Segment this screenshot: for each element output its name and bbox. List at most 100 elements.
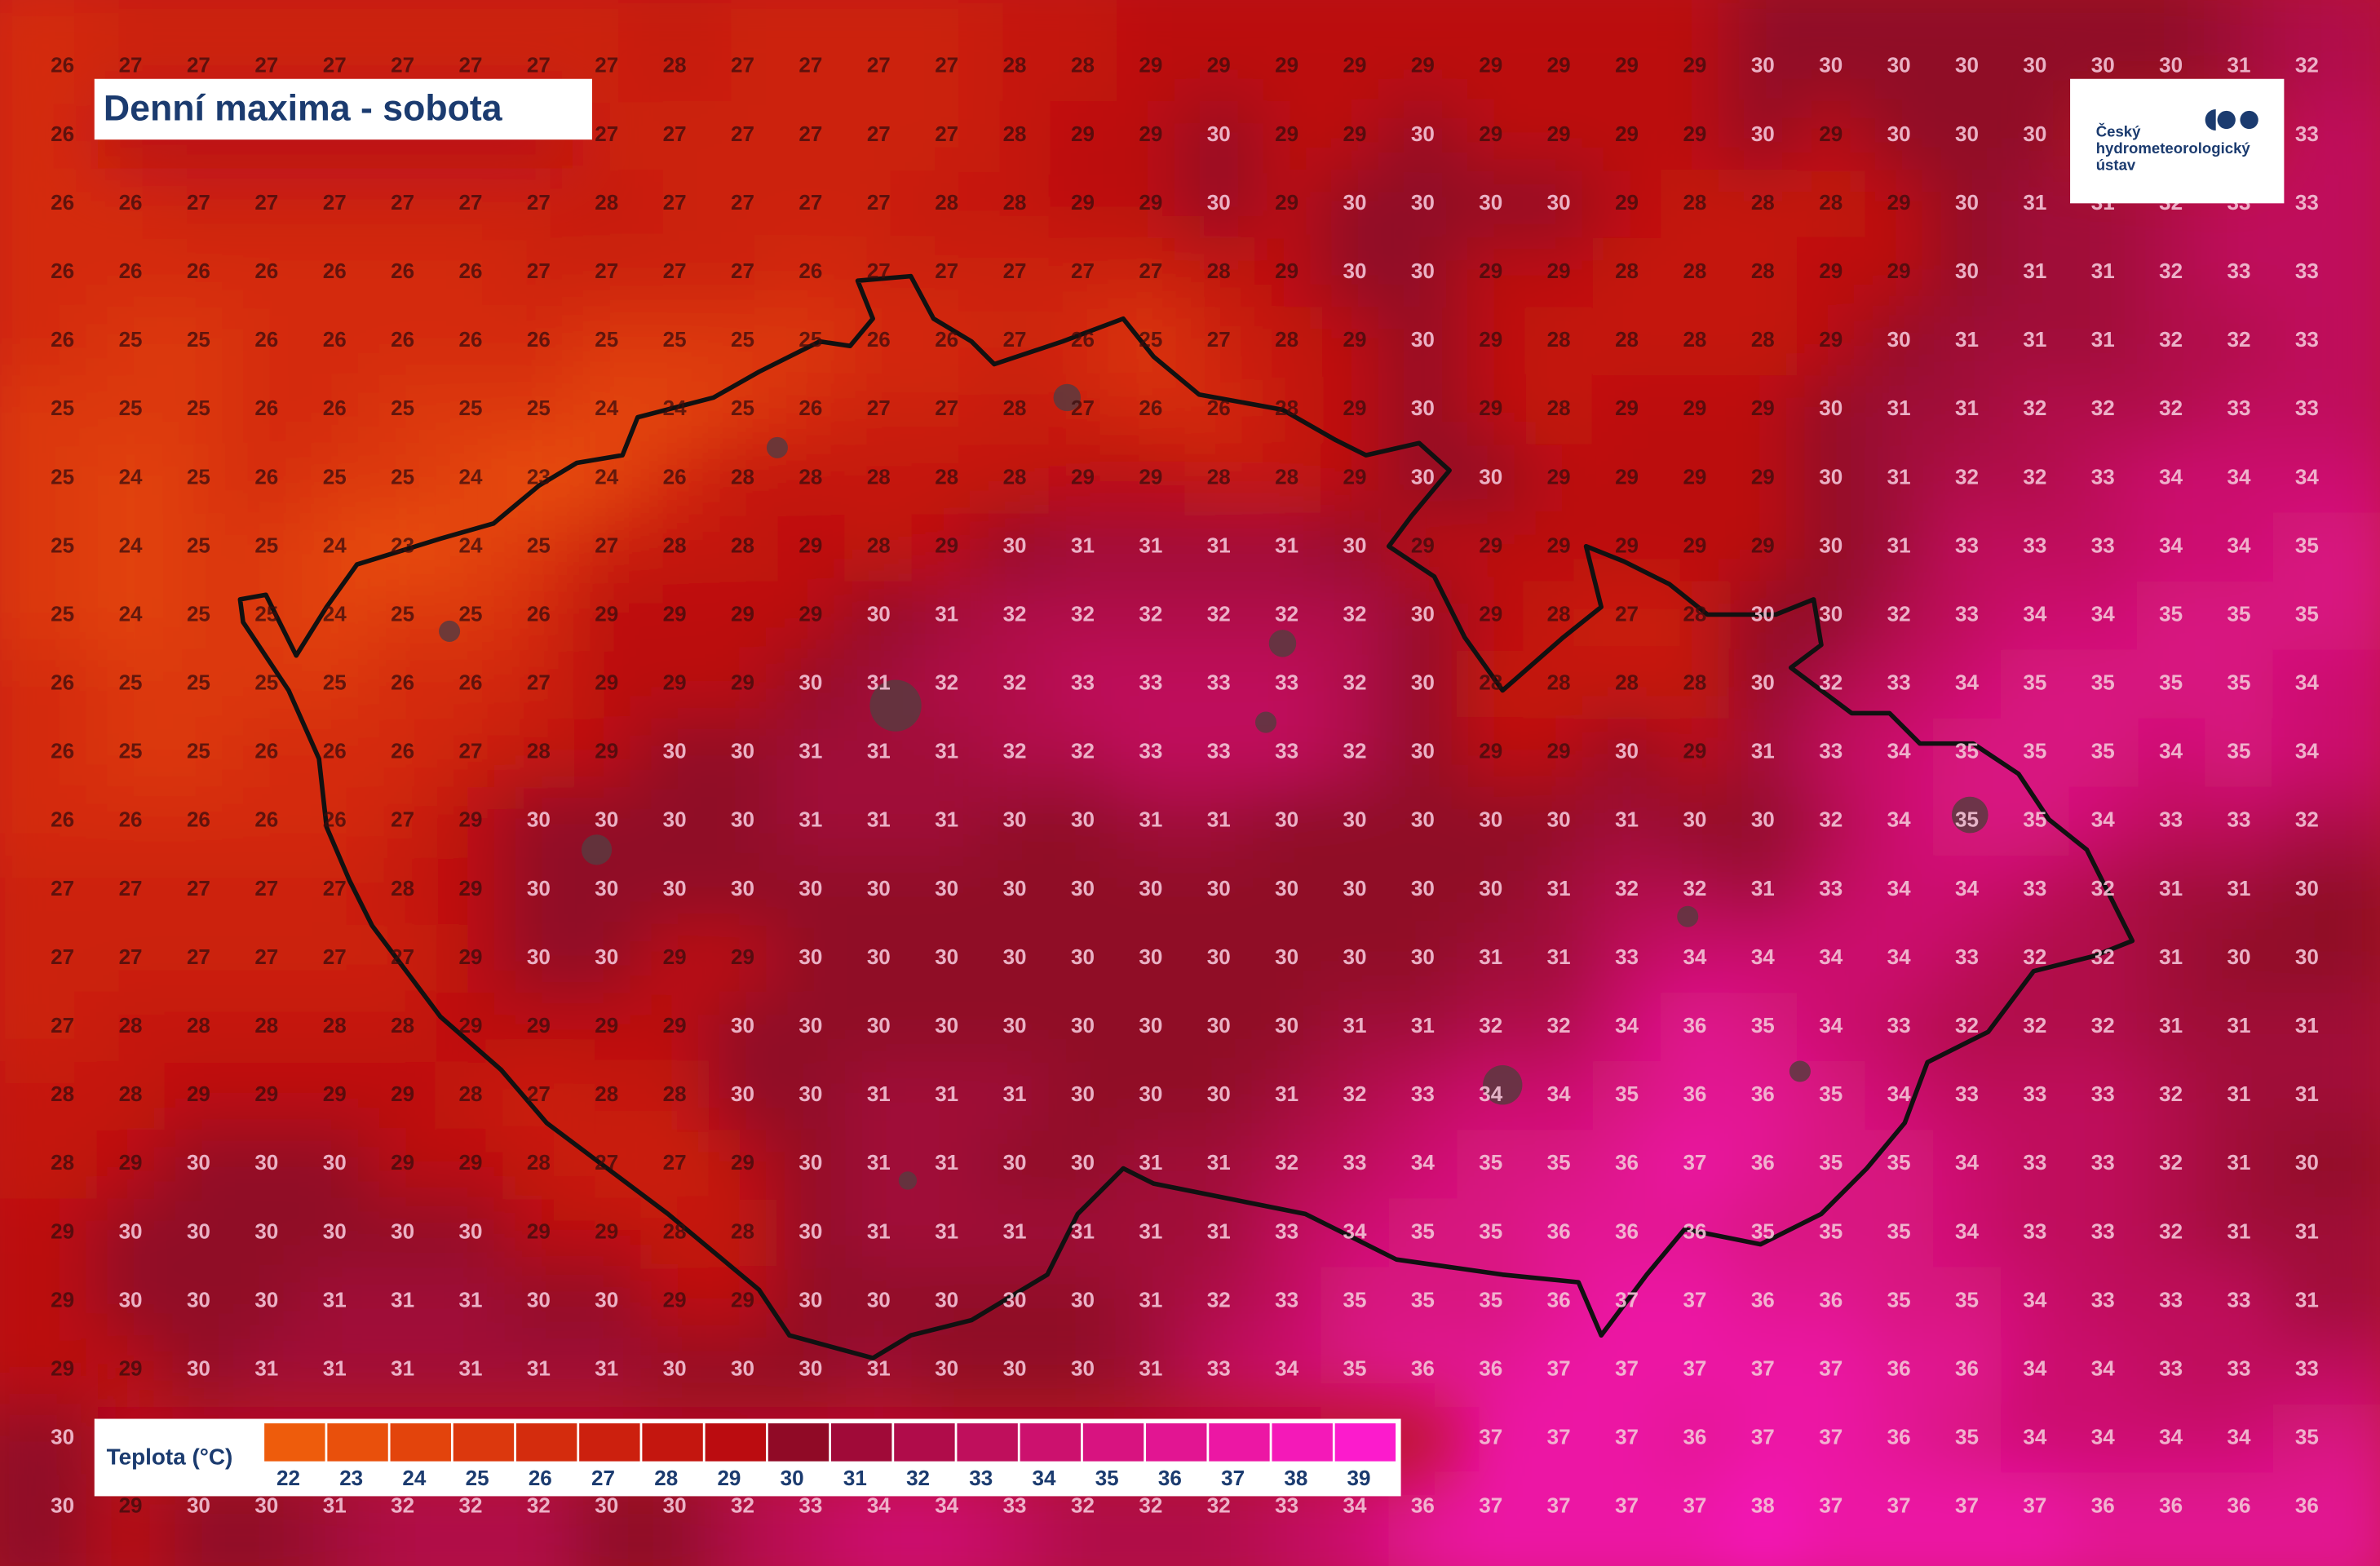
grid-value: 27 — [731, 122, 754, 146]
heat-cell — [573, 238, 643, 309]
grid-value: 27 — [867, 190, 891, 215]
grid-value: 34 — [2091, 1425, 2115, 1449]
grid-value: 28 — [663, 1219, 687, 1243]
heat-cell — [1388, 238, 1458, 309]
grid-value: 34 — [1683, 944, 1706, 969]
heat-cell — [1932, 0, 2003, 103]
grid-value: 33 — [2159, 1356, 2183, 1381]
grid-value: 32 — [2295, 807, 2319, 832]
heat-cell — [2205, 718, 2275, 789]
heat-cell — [844, 100, 914, 171]
heat-cell — [1252, 924, 1323, 994]
grid-value: 30 — [391, 1219, 414, 1243]
legend-label: 25 — [466, 1466, 489, 1490]
heat-cell — [573, 924, 643, 994]
heat-cell — [1797, 649, 1867, 720]
heat-cell — [1457, 1267, 1527, 1338]
grid-value: 35 — [2159, 670, 2183, 695]
legend-title: Teplota (°C) — [107, 1444, 233, 1469]
heat-cell — [1524, 1472, 1595, 1566]
grid-value: 30 — [1819, 601, 1843, 626]
heat-cell — [436, 855, 507, 926]
grid-value: 33 — [1955, 533, 1979, 557]
heat-cell — [2272, 1335, 2380, 1406]
heat-cell — [640, 307, 710, 378]
heat-cell — [708, 170, 779, 240]
grid-value: 33 — [1139, 670, 1162, 695]
heat-cell — [1117, 1335, 1187, 1406]
heat-cell — [1932, 375, 2003, 446]
grid-value: 26 — [51, 190, 74, 215]
heat-cell — [1592, 855, 1663, 926]
grid-value: 31 — [2295, 1287, 2319, 1312]
grid-value: 34 — [1275, 1356, 1298, 1381]
grid-value: 27 — [527, 53, 551, 77]
heat-cell — [1184, 100, 1254, 171]
heat-cell — [1592, 375, 1663, 446]
heat-cell — [1932, 1335, 2003, 1406]
grid-value: 30 — [1751, 601, 1775, 626]
heat-cell — [1797, 100, 1867, 171]
grid-value: 25 — [187, 739, 210, 763]
heat-cell — [436, 1267, 507, 1338]
heat-cell — [2272, 100, 2380, 171]
grid-value: 30 — [663, 1493, 687, 1518]
heat-cell — [1388, 1198, 1458, 1269]
grid-value: 25 — [51, 601, 74, 626]
heat-cell — [1321, 0, 1391, 103]
grid-value: 27 — [1207, 327, 1231, 352]
heat-cell — [1457, 855, 1527, 926]
heat-cell — [2001, 855, 2071, 926]
heat-cell — [708, 993, 779, 1064]
heat-cell — [776, 581, 847, 652]
grid-value: 29 — [119, 1356, 143, 1381]
grid-value: 30 — [254, 1493, 278, 1518]
grid-value: 25 — [119, 327, 143, 352]
grid-value: 29 — [1751, 464, 1775, 489]
heat-cell — [776, 1130, 847, 1201]
heat-cell — [2136, 1130, 2207, 1201]
heat-cell — [1388, 170, 1458, 240]
heat-cell — [2136, 855, 2207, 926]
logo-text: ústav — [2096, 156, 2136, 173]
grid-value: 35 — [1343, 1356, 1367, 1381]
heat-cell — [1865, 1335, 1935, 1406]
grid-value: 28 — [1819, 190, 1843, 215]
heat-cell — [2136, 1267, 2207, 1338]
grid-value: 31 — [2159, 876, 2183, 900]
grid-value: 33 — [1207, 739, 1231, 763]
grid-value: 27 — [391, 190, 414, 215]
heat-cell — [368, 649, 439, 720]
value-grid: 26 27 27 27 27 27 27 27 27 28 27 27 27 27 28 28 29 29 29 29… — [51, 53, 2319, 1518]
heat-cell — [2068, 1061, 2139, 1132]
heat-cell — [708, 238, 779, 309]
heat-cell — [164, 444, 234, 515]
grid-value: 33 — [2227, 1356, 2251, 1381]
grid-value: 30 — [51, 1425, 74, 1449]
grid-value: 30 — [1275, 944, 1298, 969]
grid-value: 34 — [2023, 1287, 2046, 1312]
grid-value: 33 — [1819, 739, 1843, 763]
heat-cell — [1048, 100, 1119, 171]
heat-cell — [0, 718, 99, 789]
heat-cell — [2068, 1335, 2139, 1406]
heat-cell — [1728, 444, 1798, 515]
grid-value: 29 — [663, 944, 687, 969]
heat-cell — [1524, 993, 1595, 1064]
grid-value: 29 — [595, 739, 618, 763]
grid-value: 32 — [1003, 601, 1027, 626]
heat-cell — [232, 993, 303, 1064]
heat-cell — [640, 512, 710, 583]
grid-value: 31 — [1139, 1287, 1162, 1312]
heat-cell — [980, 100, 1051, 171]
grid-value: 33 — [2023, 1150, 2046, 1174]
heat-cell — [1117, 718, 1187, 789]
grid-value: 34 — [2091, 807, 2115, 832]
grid-value: 29 — [1343, 122, 1367, 146]
grid-value: 36 — [2227, 1493, 2251, 1518]
heat-cell — [1865, 924, 1935, 994]
heat-cell — [1865, 786, 1935, 857]
grid-value: 31 — [867, 739, 891, 763]
grid-value: 30 — [1071, 876, 1095, 900]
grid-value: 24 — [119, 533, 143, 557]
